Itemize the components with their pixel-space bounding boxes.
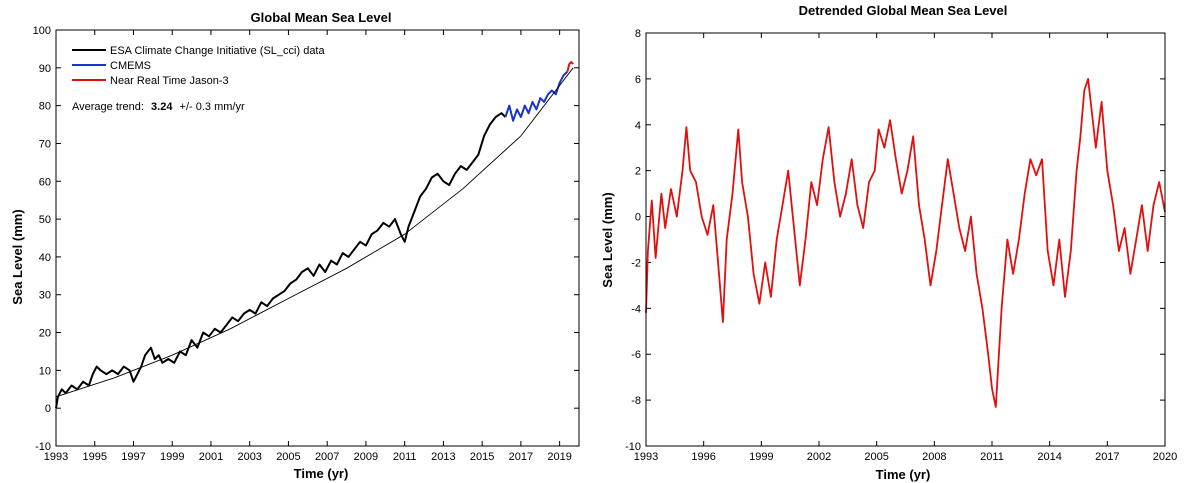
x-tick-label: 1993 <box>44 451 68 463</box>
gmsl-chart: Global Mean Sea Level Time (yr) Sea Leve… <box>10 10 580 481</box>
y-tick-label: 40 <box>39 252 51 264</box>
y-tick-label: 90 <box>39 63 51 75</box>
y-tick-label: 20 <box>39 328 51 340</box>
y-tick-label: -10 <box>35 441 51 453</box>
tick-labels: 1993 1996 1999 2002 2005 2008 2011 2014 2017 2020… <box>625 28 1177 463</box>
x-tick-label: 2011 <box>980 451 1004 463</box>
detrended-chart: Detrended Global Mean Sea Level Time (yr… <box>600 3 1177 482</box>
x-tick-label: 2017 <box>1095 451 1119 463</box>
trend-suffix: +/- 0.3 mm/yr <box>180 101 245 113</box>
x-tick-label: 2017 <box>509 451 533 463</box>
trend-line <box>55 67 574 398</box>
x-tick-label: 2007 <box>315 451 339 463</box>
y-tick-label: 4 <box>635 120 641 132</box>
y-tick-label: 8 <box>635 28 641 40</box>
tick-labels: 1993 1995 1997 1999 2001 2003 2005 2007 2009 2011… <box>33 25 579 463</box>
legend-label-jason3: Near Real Time Jason-3 <box>110 75 229 87</box>
x-tick-label: 1997 <box>121 451 145 463</box>
detrended-series-line <box>645 78 1166 408</box>
plot-frame <box>645 32 1166 447</box>
x-tick-label: 2009 <box>354 451 378 463</box>
x-tick-label: 1999 <box>160 451 184 463</box>
x-tick-label: 2019 <box>547 451 571 463</box>
trend-value: 3.24 <box>151 101 173 113</box>
legend-label-sl-cci: ESA Climate Change Initiative (SL_cci) d… <box>110 45 325 57</box>
x-tick-label: 1996 <box>691 451 715 463</box>
series-lines <box>645 78 1166 408</box>
y-tick-label: -4 <box>631 303 641 315</box>
y-tick-label: -2 <box>631 257 641 269</box>
trend-prefix: Average trend: <box>72 101 144 113</box>
x-tick-label: 2008 <box>922 451 946 463</box>
x-tick-label: 2003 <box>237 451 261 463</box>
x-tick-label: 2005 <box>276 451 300 463</box>
x-tick-label: 2002 <box>807 451 831 463</box>
y-tick-label: 0 <box>635 212 641 224</box>
y-tick-label: -6 <box>631 349 641 361</box>
y-tick-label: -10 <box>625 441 641 453</box>
y-axis-label: Sea Level (mm) <box>600 192 615 287</box>
y-tick-label: 30 <box>39 290 51 302</box>
y-tick-label: -8 <box>631 395 641 407</box>
series-line-cmems <box>504 70 569 122</box>
series-line-near-real-time-jason-3 <box>566 61 574 72</box>
x-tick-label: 2005 <box>864 451 888 463</box>
y-tick-label: 100 <box>33 25 51 37</box>
x-tick-label: 2013 <box>431 451 455 463</box>
y-tick-label: 2 <box>635 166 641 178</box>
x-tick-label: 2001 <box>199 451 223 463</box>
y-axis-label: Sea Level (mm) <box>10 209 25 304</box>
x-tick-label: 2011 <box>393 451 417 463</box>
plot-frame <box>55 29 580 447</box>
y-tick-label: 80 <box>39 101 51 113</box>
x-axis-label: Time (yr) <box>294 466 349 481</box>
y-tick-label: 0 <box>45 403 51 415</box>
legend-label-cmems: CMEMS <box>110 60 151 72</box>
y-tick-label: 10 <box>39 365 51 377</box>
trend-annotation: Average trend: 3.24 +/- 0.3 mm/yr <box>72 101 245 113</box>
chart-title: Global Mean Sea Level <box>251 10 392 25</box>
x-axis-label: Time (yr) <box>876 467 931 482</box>
x-tick-label: 2015 <box>470 451 494 463</box>
x-tick-label: 2014 <box>1037 451 1061 463</box>
y-tick-label: 70 <box>39 138 51 150</box>
series-lines <box>55 61 574 409</box>
x-tick-label: 1999 <box>749 451 773 463</box>
y-tick-label: 60 <box>39 176 51 188</box>
x-tick-label: 2020 <box>1153 451 1177 463</box>
legend: ESA Climate Change Initiative (SL_cci) d… <box>72 45 325 87</box>
y-tick-label: 6 <box>635 74 641 86</box>
x-tick-label: 1993 <box>634 451 658 463</box>
series-line-esa-climate-change-initiative-sl-cci-data <box>55 112 507 409</box>
chart-title: Detrended Global Mean Sea Level <box>799 3 1008 18</box>
y-tick-label: 50 <box>39 214 51 226</box>
x-tick-label: 1995 <box>82 451 106 463</box>
